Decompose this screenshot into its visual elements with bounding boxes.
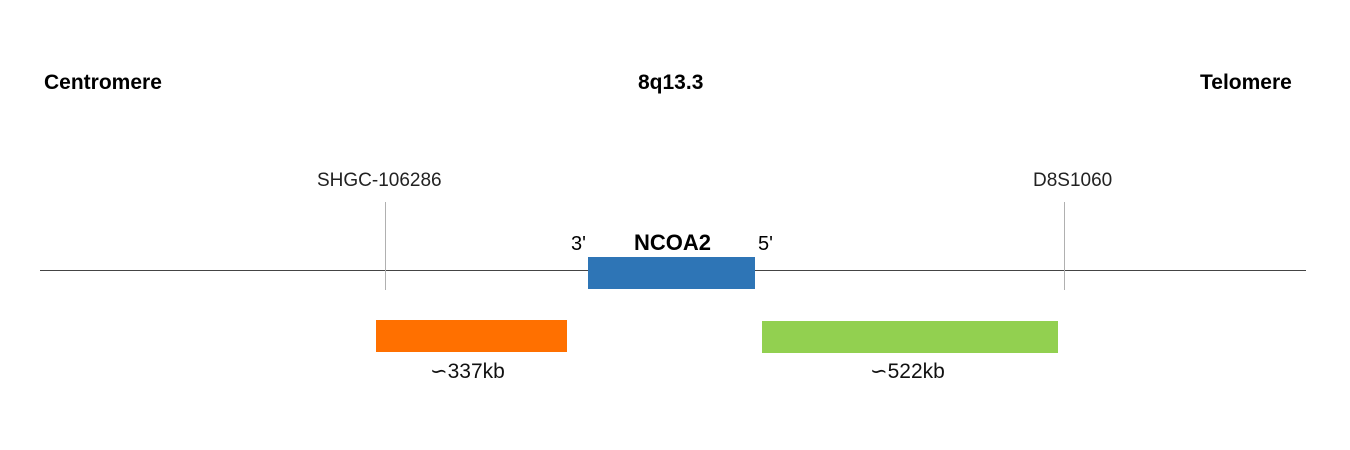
gene-name-label: NCOA2 — [634, 230, 712, 255]
probe-522kb-bar — [762, 321, 1058, 353]
probe-337kb-label: ∽337kb — [430, 360, 505, 383]
centromere-label: Centromere — [44, 71, 162, 94]
marker-tick-shgc-106286 — [385, 202, 386, 290]
marker-tick-d8s1060 — [1064, 202, 1065, 290]
marker-label-d8s1060: D8S1060 — [1033, 170, 1113, 191]
marker-label-shgc-106286: SHGC-106286 — [317, 170, 442, 191]
gene-5-prime-label: 5' — [758, 233, 773, 255]
band-label: 8q13.3 — [638, 71, 704, 94]
gene-3-prime-label: 3' — [571, 233, 586, 255]
probe-337kb-bar — [376, 320, 567, 352]
telomere-label: Telomere — [1200, 71, 1292, 94]
probe-522kb-label: ∽522kb — [870, 360, 945, 383]
gene-ncoa2-box — [588, 257, 755, 289]
